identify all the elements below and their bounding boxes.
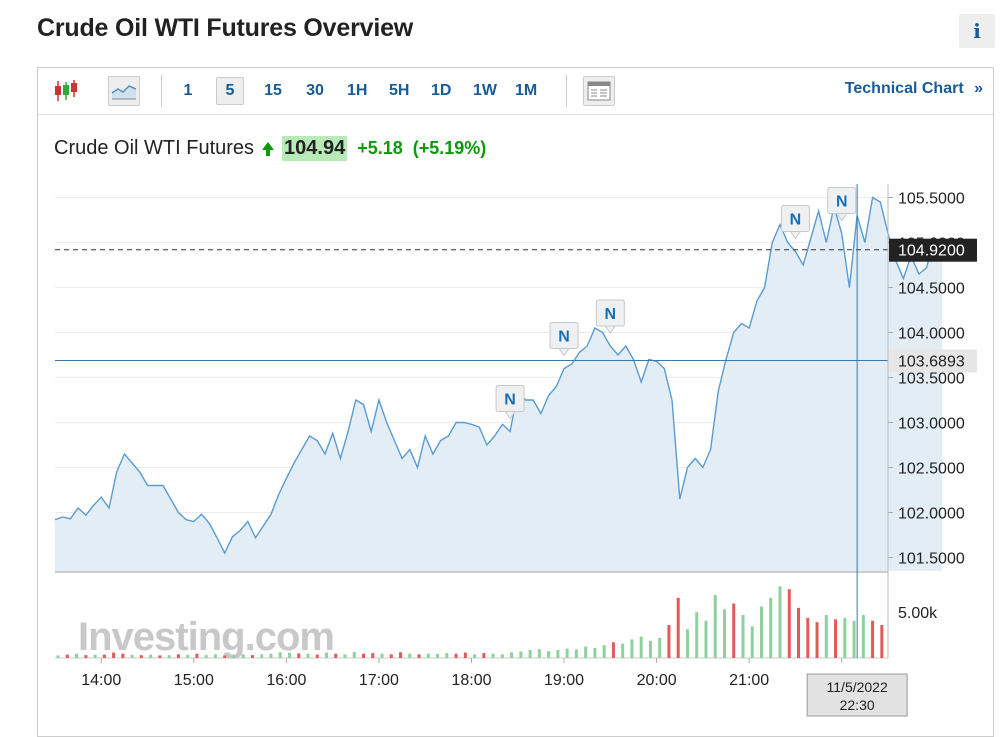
period-button-1[interactable]: 1 <box>183 82 193 99</box>
period-button-5h[interactable]: 5H <box>389 82 410 99</box>
technical-chart-link[interactable]: Technical Chart » <box>845 80 983 98</box>
period-button-15[interactable]: 15 <box>264 82 282 99</box>
double-chevron-right-icon: » <box>974 80 983 97</box>
page-title: Crude Oil WTI Futures Overview <box>37 14 414 42</box>
info-icon: i <box>973 19 981 43</box>
price-change-percent: (+5.19%) <box>412 137 487 158</box>
last-price: 104.94 <box>282 135 348 161</box>
info-button[interactable]: i <box>959 14 995 48</box>
quote-row: Crude Oil WTI Futures 104.94 +5.18 (+5.1… <box>54 134 486 162</box>
period-button-1w[interactable]: 1W <box>473 82 497 99</box>
toolbar-separator <box>566 75 567 107</box>
period-button-5[interactable]: 5 <box>216 77 244 105</box>
chart-widget: 1 5 15 30 1H 5H 1D 1W 1M Technical Chart » Crude… <box>37 67 994 737</box>
news-layout-icon[interactable] <box>583 76 615 106</box>
period-button-1m[interactable]: 1M <box>515 82 538 99</box>
technical-chart-label: Technical Chart <box>844 80 964 97</box>
toolbar-separator <box>161 75 162 107</box>
period-button-1h[interactable]: 1H <box>347 82 368 99</box>
period-button-30[interactable]: 30 <box>306 82 324 99</box>
candlestick-chart-icon[interactable] <box>50 76 82 106</box>
price-change: +5.18 <box>357 137 403 158</box>
chart-toolbar: 1 5 15 30 1H 5H 1D 1W 1M Technical Chart » <box>38 68 993 115</box>
period-button-1d[interactable]: 1D <box>431 82 452 99</box>
instrument-name: Crude Oil WTI Futures <box>54 136 255 159</box>
up-arrow-icon <box>262 142 275 156</box>
area-chart-icon[interactable] <box>108 76 140 106</box>
